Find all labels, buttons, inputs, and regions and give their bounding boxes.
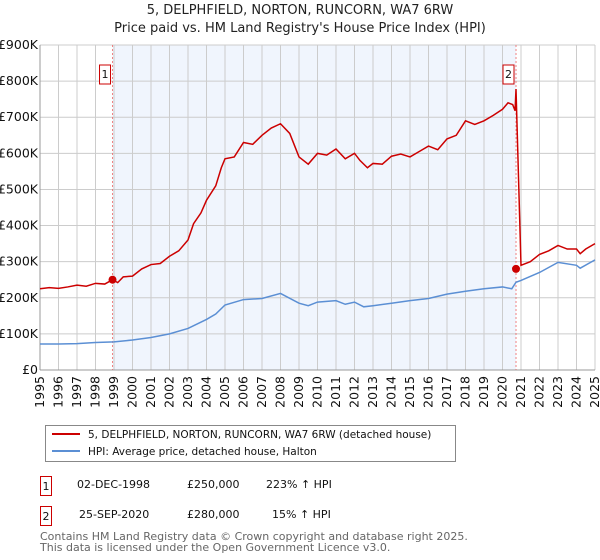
x-tick-label: 2019 bbox=[476, 376, 491, 408]
sale-marker-label: 2 bbox=[43, 510, 50, 523]
y-tick-label: £900K bbox=[0, 37, 39, 52]
chart-subtitle: Price paid vs. HM Land Registry's House … bbox=[114, 21, 486, 36]
sale-marker-label: 2 bbox=[505, 68, 512, 81]
x-tick-label: 1997 bbox=[69, 376, 84, 408]
legend bbox=[45, 425, 456, 462]
sale-point bbox=[512, 264, 521, 273]
hpi-line bbox=[40, 259, 596, 345]
x-tick-label: 2012 bbox=[347, 376, 362, 408]
x-tick-label: 2008 bbox=[273, 376, 288, 408]
x-tick-label: 2005 bbox=[217, 376, 232, 408]
x-tick-label: 2024 bbox=[569, 376, 584, 408]
legend-label-property: 5, DELPHFIELD, NORTON, RUNCORN, WA7 6RW … bbox=[88, 429, 431, 441]
chart-title: 5, DELPHFIELD, NORTON, RUNCORN, WA7 6RW bbox=[147, 3, 454, 18]
footer-licence: This data is licensed under the Open Gov… bbox=[39, 541, 390, 554]
y-tick-label: £700K bbox=[0, 109, 39, 124]
x-tick-label: 2009 bbox=[291, 376, 306, 408]
x-tick-label: 2000 bbox=[125, 376, 140, 408]
x-tick-label: 2002 bbox=[162, 376, 177, 408]
sale-date: 25-SEP-2020 bbox=[79, 508, 149, 521]
x-tick-label: 2006 bbox=[236, 376, 251, 408]
sale-point bbox=[108, 275, 117, 284]
sale-hpi: 15% ↑ HPI bbox=[272, 508, 331, 521]
x-tick-label: 2010 bbox=[310, 376, 325, 408]
footer-copyright: Contains HM Land Registry data © Crown c… bbox=[40, 530, 468, 543]
x-tick-label: 2018 bbox=[458, 376, 473, 408]
sale-marker-box bbox=[502, 64, 515, 85]
sale-price: £280,000 bbox=[187, 508, 240, 521]
sale-marker-box bbox=[99, 64, 112, 85]
ownership-shading bbox=[112, 45, 517, 370]
x-tick-label: 2011 bbox=[328, 376, 343, 408]
sale-marker-label: 1 bbox=[102, 68, 109, 81]
x-tick-label: 2013 bbox=[365, 376, 380, 408]
x-tick-label: 1998 bbox=[88, 376, 103, 408]
x-tick-label: 2023 bbox=[550, 376, 565, 408]
sale-row-1: 1 02-DEC-1998 £250,000 223% ↑ HPI bbox=[40, 476, 332, 496]
y-tick-label: £300K bbox=[0, 254, 39, 269]
y-tick-label: £0 bbox=[22, 362, 38, 377]
x-tick-label: 2017 bbox=[439, 376, 454, 408]
y-tick-label: £200K bbox=[0, 290, 39, 305]
x-tick-label: 2022 bbox=[532, 376, 547, 408]
y-tick-label: £500K bbox=[0, 181, 39, 196]
y-tick-label: £600K bbox=[0, 145, 39, 160]
sale-hpi: 223% ↑ HPI bbox=[266, 478, 332, 491]
y-tick-label: £100K bbox=[0, 326, 39, 341]
x-tick-label: 1995 bbox=[32, 376, 47, 408]
x-tick-label: 2021 bbox=[513, 376, 528, 408]
x-tick-label: 2001 bbox=[143, 376, 158, 408]
x-tick-label: 2015 bbox=[402, 376, 417, 408]
sale-marker-label: 1 bbox=[43, 480, 50, 493]
x-tick-label: 2003 bbox=[180, 376, 195, 408]
x-tick-label: 1999 bbox=[106, 376, 121, 408]
x-tick-label: 2016 bbox=[421, 376, 436, 408]
x-tick-label: 2007 bbox=[254, 376, 269, 408]
y-tick-label: £400K bbox=[0, 218, 39, 233]
sale-row-2: 2 25-SEP-2020 £280,000 15% ↑ HPI bbox=[40, 506, 331, 526]
legend-label-hpi: HPI: Average price, detached house, Halt… bbox=[88, 446, 317, 458]
x-tick-label: 2025 bbox=[587, 376, 600, 408]
x-tick-label: 2014 bbox=[384, 376, 399, 408]
y-tick-label: £800K bbox=[0, 73, 39, 88]
x-tick-label: 1996 bbox=[51, 376, 66, 408]
sale-date: 02-DEC-1998 bbox=[77, 478, 150, 491]
x-tick-label: 2004 bbox=[199, 376, 214, 408]
sale-price: £250,000 bbox=[187, 478, 240, 491]
property-price-line bbox=[39, 89, 596, 290]
x-tick-label: 2020 bbox=[495, 376, 510, 408]
